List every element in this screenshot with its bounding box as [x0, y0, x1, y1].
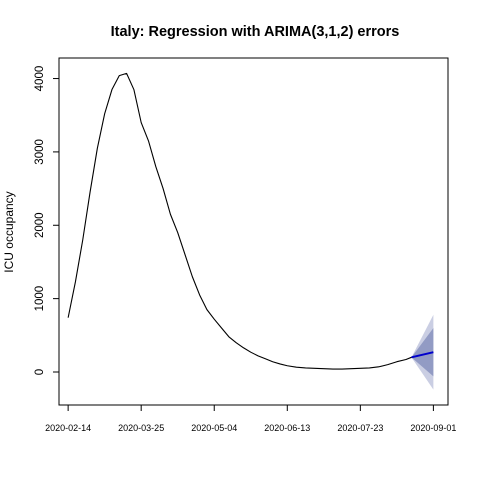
interval-80 — [411, 327, 434, 377]
y-tick-label-4: 4000 — [34, 66, 46, 92]
chart-title: Italy: Regression with ARIMA(3,1,2) erro… — [111, 24, 400, 40]
x-axis: 2020-02-14 2020-03-25 2020-05-04 2020-06-13… — [45, 404, 456, 433]
y-tick-label-3: 3000 — [34, 139, 46, 165]
forecast-intervals — [411, 314, 434, 390]
x-tick-label-1: 2020-03-25 — [118, 423, 164, 433]
y-axis: 0 1000 2000 3000 4000 — [34, 66, 60, 375]
x-tick-label-4: 2020-07-23 — [337, 423, 383, 433]
x-tick-label-2: 2020-05-04 — [191, 423, 237, 433]
series-lines — [67, 72, 434, 370]
observed-line — [67, 72, 412, 370]
x-tick-label-0: 2020-02-14 — [45, 423, 91, 433]
y-tick-label-0: 0 — [34, 369, 46, 375]
y-axis-label: ICU occupancy — [2, 191, 16, 272]
x-tick-label-5: 2020-09-01 — [410, 423, 456, 433]
forecast-line — [411, 351, 434, 359]
y-tick-label-1: 1000 — [34, 286, 46, 312]
y-tick-label-2: 2000 — [34, 212, 46, 238]
x-tick-label-3: 2020-06-13 — [264, 423, 310, 433]
